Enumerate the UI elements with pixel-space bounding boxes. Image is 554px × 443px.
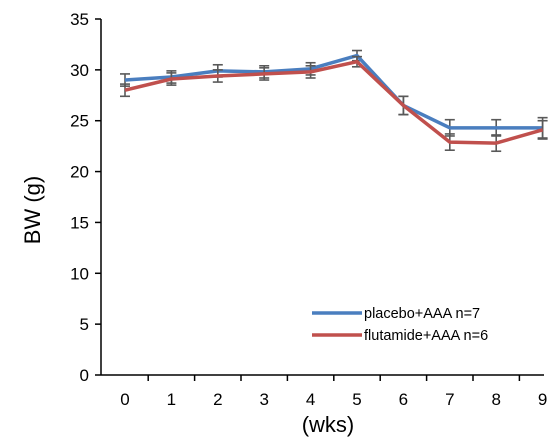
y-tick-label: 15 bbox=[70, 213, 89, 232]
x-tick-label: 9 bbox=[538, 390, 547, 409]
y-tick-label: 20 bbox=[70, 163, 89, 182]
x-tick-label: 1 bbox=[167, 390, 176, 409]
series-1 bbox=[120, 49, 548, 139]
x-tick-label: 8 bbox=[491, 390, 500, 409]
chart-axes bbox=[95, 18, 544, 381]
legend: placebo+AAA n=7 flutamide+AAA n=6 bbox=[312, 306, 488, 344]
tick-labels: 0 5 10 15 20 25 30 35 0 1 2 3 4 5 6 7 8 9 bbox=[70, 10, 547, 409]
legend-label: flutamide+AAA n=6 bbox=[364, 328, 488, 344]
y-tick-label: 35 bbox=[70, 10, 89, 29]
series-line bbox=[124, 53, 543, 130]
x-tick-label: 3 bbox=[259, 390, 268, 409]
x-tick-label: 7 bbox=[445, 390, 454, 409]
series-2 bbox=[120, 55, 548, 153]
y-axis-title: BW (g) bbox=[20, 176, 45, 244]
y-tick-label: 0 bbox=[80, 366, 89, 385]
series-layer bbox=[120, 49, 548, 153]
x-tick-label: 0 bbox=[120, 390, 129, 409]
legend-label: placebo+AAA n=7 bbox=[364, 306, 480, 322]
x-tick-label: 2 bbox=[213, 390, 222, 409]
x-tick-label: 6 bbox=[399, 390, 408, 409]
x-axis-title: (wks) bbox=[302, 412, 355, 437]
y-tick-label: 5 bbox=[80, 315, 89, 334]
x-tick-label: 5 bbox=[352, 390, 361, 409]
y-tick-label: 10 bbox=[70, 264, 89, 283]
series-line bbox=[124, 59, 544, 145]
y-tick-label: 30 bbox=[70, 61, 89, 80]
x-tick-label: 4 bbox=[306, 390, 315, 409]
y-tick-label: 25 bbox=[70, 112, 89, 131]
